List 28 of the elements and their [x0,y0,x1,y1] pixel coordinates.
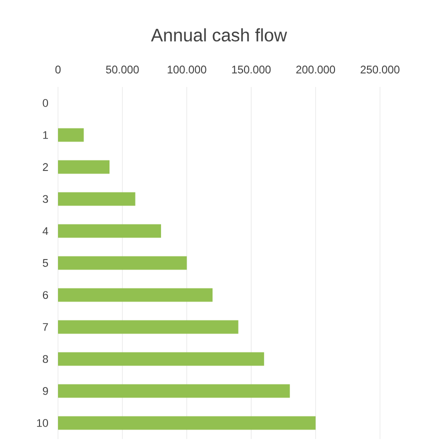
x-tick-label: 200.000 [296,66,336,74]
x-tick-label: 250.000 [360,66,400,74]
bar [58,320,238,334]
bar [58,416,316,430]
bar [58,288,213,302]
bar [58,256,187,270]
x-tick-label: 0 [55,66,61,74]
x-tick-label: 50.000 [106,66,139,74]
y-tick-label: 5 [42,259,48,267]
bar [58,352,264,366]
y-tick-label: 2 [42,163,48,171]
y-tick-label: 8 [42,355,48,363]
y-tick-label: 6 [42,291,48,299]
y-tick-label: 0 [42,99,48,107]
y-tick-label: 3 [42,195,48,203]
bar [58,160,110,174]
y-tick-label: 9 [42,387,48,395]
bar [58,384,290,398]
x-tick-label: 150.000 [232,66,271,74]
y-tick-label: 1 [43,131,48,139]
x-tick-label: 100.000 [168,66,206,74]
chart-title: Annual cash flow [150,28,288,42]
bar [58,128,84,142]
y-tick-label: 10 [37,419,48,427]
y-tick-label: 7 [42,323,48,331]
bar [58,192,136,206]
y-tick-label: 4 [42,227,48,235]
bar [58,224,162,238]
